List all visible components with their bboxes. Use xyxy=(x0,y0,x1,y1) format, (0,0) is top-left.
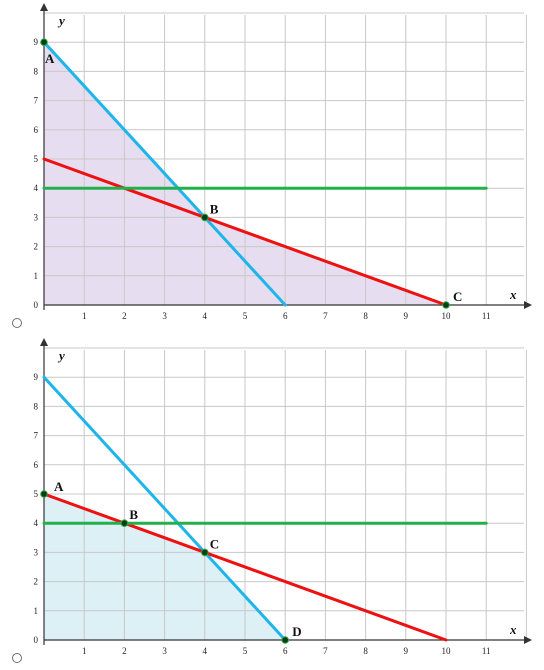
x-tick-label: 2 xyxy=(122,311,127,321)
y-axis-label: y xyxy=(57,348,65,363)
vertex-label-a: A xyxy=(54,479,64,494)
x-tick-label: 3 xyxy=(162,646,167,656)
y-axis-arrow-icon xyxy=(40,338,48,346)
x-axis-label: x xyxy=(509,287,517,302)
x-tick-label: 10 xyxy=(442,311,452,321)
x-axis-arrow-icon xyxy=(524,636,532,644)
vertex-label-b: B xyxy=(210,201,219,216)
vertex-label-c: C xyxy=(453,289,462,304)
x-tick-label: 4 xyxy=(203,311,208,321)
y-tick-label: 9 xyxy=(34,372,39,382)
y-axis-arrow-icon xyxy=(40,3,48,11)
feasible-region xyxy=(44,42,446,305)
y-tick-label: 7 xyxy=(34,431,39,441)
x-tick-label: 10 xyxy=(442,646,452,656)
answer-option-2[interactable]: 1 2 3 4 5 6 7 8 9 10 11 0 1 2 3 4 5 6 7 8 9 x y A B C D xyxy=(0,335,544,670)
answer-option-1[interactable]: 1 2 3 4 5 6 7 8 9 10 11 0 1 2 3 4 5 6 7 8 9 x y A B C xyxy=(0,0,544,335)
constraint-line-red xyxy=(42,492,448,642)
y-tick-label: 5 xyxy=(34,154,39,164)
radio-button-option-1[interactable] xyxy=(12,318,22,328)
y-tick-label: 1 xyxy=(34,271,39,281)
x-tick-label: 6 xyxy=(283,646,288,656)
vertex-point-a xyxy=(40,38,48,47)
y-tick-label: 8 xyxy=(34,401,39,411)
y-tick-label: 5 xyxy=(34,489,39,499)
constraint-line-blue xyxy=(42,375,287,642)
y-tick-label: 3 xyxy=(34,212,39,222)
x-tick-label: 1 xyxy=(82,311,87,321)
y-tick-label: 1 xyxy=(34,606,39,616)
constraint-line-red xyxy=(42,157,448,307)
vertex-label-d: D xyxy=(292,624,301,639)
x-tick-label: 9 xyxy=(404,311,409,321)
y-tick-label: 7 xyxy=(34,96,39,106)
x-axis-arrow-icon xyxy=(524,301,532,309)
radio-button-option-2[interactable] xyxy=(12,653,22,663)
y-tick-label: 3 xyxy=(34,547,39,557)
x-tick-label: 8 xyxy=(363,311,368,321)
vertex-point-d xyxy=(281,636,290,644)
x-tick-label: 1 xyxy=(82,646,87,656)
x-tick-label: 4 xyxy=(203,646,208,656)
vertex-label-b: B xyxy=(129,507,138,522)
y-tick-label: 2 xyxy=(34,242,39,252)
x-tick-label: 7 xyxy=(323,311,328,321)
vertex-point-c xyxy=(442,301,450,309)
vertex-label-c: C xyxy=(210,536,219,551)
vertex-label-a: A xyxy=(45,51,55,66)
vertex-point-b xyxy=(120,519,129,527)
x-tick-label: 7 xyxy=(323,646,328,656)
y-tick-label: 4 xyxy=(34,518,39,528)
feasible-region-graph-2: 1 2 3 4 5 6 7 8 9 10 11 0 1 2 3 4 5 6 7 8 9 x y A B C D xyxy=(34,338,532,656)
x-tick-label: 9 xyxy=(404,646,409,656)
y-tick-label: 0 xyxy=(34,635,39,645)
x-tick-label: 11 xyxy=(482,311,491,321)
x-tick-label: 5 xyxy=(243,311,248,321)
x-tick-label: 5 xyxy=(243,646,248,656)
x-tick-label: 6 xyxy=(283,311,288,321)
vertex-point-b xyxy=(201,213,209,222)
feasible-region-graph-1: 1 2 3 4 5 6 7 8 9 10 11 0 1 2 3 4 5 6 7 8 9 x y A B C xyxy=(34,3,532,321)
x-tick-label: 2 xyxy=(122,646,127,656)
y-tick-label: 8 xyxy=(34,66,39,76)
vertex-point-c xyxy=(201,548,209,557)
y-tick-label: 2 xyxy=(34,577,39,587)
x-tick-label: 8 xyxy=(363,646,368,656)
y-tick-label: 6 xyxy=(34,125,39,135)
constraint-line-blue xyxy=(42,40,287,307)
x-tick-label: 3 xyxy=(162,311,167,321)
y-tick-label: 6 xyxy=(34,460,39,470)
vertex-point-a xyxy=(40,490,48,498)
x-axis-label: x xyxy=(509,622,517,637)
y-axis-label: y xyxy=(57,13,65,28)
y-tick-label: 4 xyxy=(34,183,39,193)
x-tick-label: 11 xyxy=(482,646,491,656)
y-tick-label: 9 xyxy=(34,37,39,47)
y-tick-label: 0 xyxy=(34,300,39,310)
grid xyxy=(44,347,527,640)
